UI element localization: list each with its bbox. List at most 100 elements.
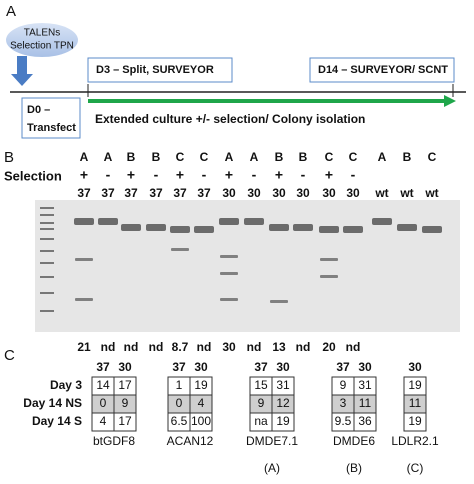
- lane-temp: 37: [124, 186, 138, 200]
- d3-box: [87, 57, 233, 83]
- lane-temp: 30: [272, 186, 286, 200]
- table-border: [403, 376, 427, 432]
- cut-band: [270, 300, 288, 303]
- lane-selection: +: [225, 167, 233, 183]
- efficiency: 30: [222, 340, 236, 354]
- lane-temp: 37: [173, 186, 187, 200]
- group-label: (C): [407, 461, 424, 475]
- cell: 100: [191, 414, 211, 428]
- cell: 17: [118, 378, 132, 392]
- group-label: (A): [264, 461, 280, 475]
- efficiency: nd: [247, 340, 262, 354]
- cell: 9: [122, 396, 129, 410]
- lane-letter: B: [275, 150, 284, 164]
- shaded-row: [404, 395, 426, 413]
- table-name: DMDE7.1: [246, 434, 298, 448]
- efficiency: 21: [77, 340, 91, 354]
- band: [98, 218, 118, 225]
- table-name: ACAN12: [167, 434, 214, 448]
- ladder-band: [40, 276, 54, 278]
- table-name: LDLR2.1: [391, 434, 439, 448]
- band: [343, 226, 363, 233]
- cell: 4: [100, 414, 107, 428]
- lane-selection: +: [80, 167, 88, 183]
- lane-temp: wt: [399, 186, 413, 200]
- lane-temp: wt: [374, 186, 388, 200]
- bubble-text: Selection TPN: [10, 41, 74, 52]
- panel-label: A: [6, 3, 16, 20]
- band: [194, 226, 214, 233]
- lane-letter: A: [80, 150, 89, 164]
- lane-letter: C: [176, 150, 185, 164]
- column-header: 37: [254, 360, 268, 374]
- cell: 3: [340, 396, 347, 410]
- efficiency: 20: [322, 340, 336, 354]
- lane-letter: A: [225, 150, 234, 164]
- column-header: 30: [194, 360, 208, 374]
- cell: 19: [408, 414, 422, 428]
- cell: 19: [408, 378, 422, 392]
- efficiency: nd: [296, 340, 311, 354]
- row-label: Day 14 NS: [23, 396, 82, 410]
- ladder-band: [40, 222, 54, 224]
- cell: 31: [276, 378, 290, 392]
- panel-label: B: [4, 149, 14, 166]
- cell: 6.5: [171, 414, 188, 428]
- ladder-band: [40, 310, 54, 312]
- cut-band: [171, 248, 189, 251]
- lane-selection: +: [176, 167, 184, 183]
- cell: 17: [118, 414, 132, 428]
- lane-temp: 30: [322, 186, 336, 200]
- band: [319, 226, 339, 233]
- lane-letter: C: [428, 150, 437, 164]
- cut-band: [75, 298, 93, 301]
- lane-letter: A: [104, 150, 113, 164]
- band: [293, 224, 313, 231]
- efficiency: nd: [197, 340, 212, 354]
- lane-selection: +: [275, 167, 283, 183]
- lane-temp: 30: [247, 186, 261, 200]
- lane-letter: C: [325, 150, 334, 164]
- ladder-band: [40, 228, 54, 230]
- row-label: Day 3: [50, 378, 82, 392]
- cell: 9: [258, 396, 265, 410]
- lane-selection: -: [202, 167, 207, 183]
- group-label: (B): [346, 461, 362, 475]
- cut-band: [320, 275, 338, 278]
- cut-band: [320, 258, 338, 261]
- efficiency: nd: [346, 340, 361, 354]
- lane-selection: -: [154, 167, 159, 183]
- efficiency: nd: [149, 340, 164, 354]
- band: [74, 218, 94, 225]
- lane-letter: B: [152, 150, 161, 164]
- cut-band: [220, 272, 238, 275]
- cell: 0: [176, 396, 183, 410]
- column-header: 30: [358, 360, 372, 374]
- cell: na: [254, 414, 268, 428]
- lane-temp: 30: [296, 186, 310, 200]
- bubble: [6, 23, 78, 57]
- cut-band: [220, 255, 238, 258]
- lane-letter: B: [403, 150, 412, 164]
- efficiency: nd: [101, 340, 116, 354]
- ladder-band: [40, 207, 54, 209]
- column-header: 30: [118, 360, 132, 374]
- lane-selection: -: [106, 167, 111, 183]
- lane-temp: 37: [77, 186, 91, 200]
- cell: 15: [254, 378, 268, 392]
- lane-selection: +: [127, 167, 135, 183]
- lane-letter: B: [299, 150, 308, 164]
- cell: 1: [176, 378, 183, 392]
- lane-letter: B: [127, 150, 136, 164]
- cell: 36: [358, 414, 372, 428]
- ladder-band: [40, 250, 54, 252]
- lane-letter: C: [349, 150, 358, 164]
- lane-letter: C: [200, 150, 209, 164]
- column-header: 37: [172, 360, 186, 374]
- band: [269, 224, 289, 231]
- cell: 11: [409, 396, 422, 410]
- lane-temp: 30: [222, 186, 236, 200]
- efficiency: nd: [124, 340, 139, 354]
- lane-temp: 37: [101, 186, 115, 200]
- band: [422, 226, 442, 233]
